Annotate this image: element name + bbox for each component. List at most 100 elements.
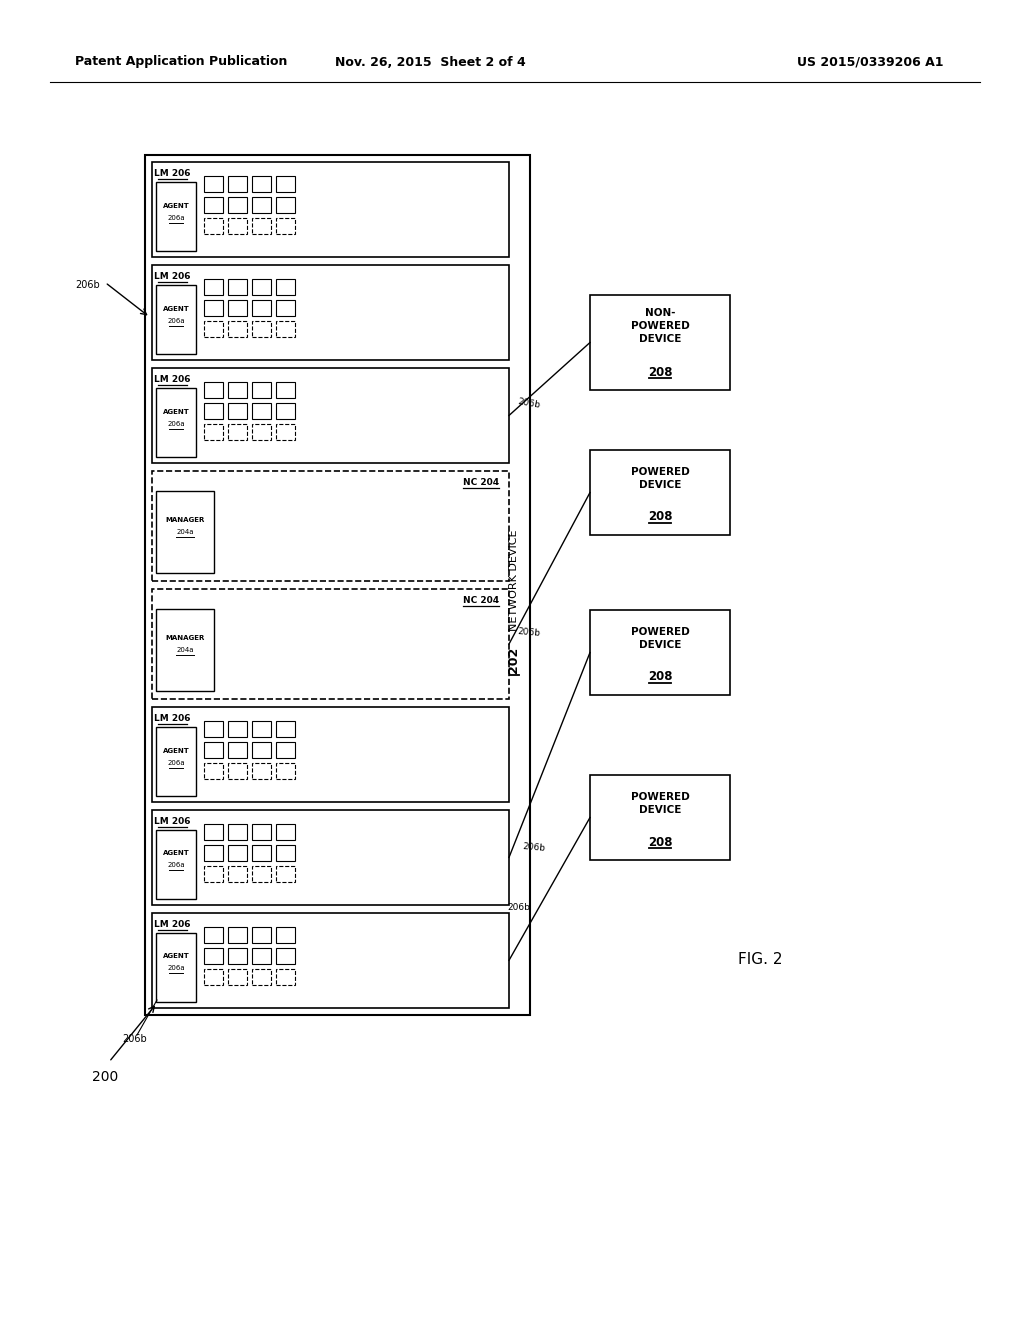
Bar — [252, 721, 271, 737]
Bar — [204, 721, 223, 737]
Bar — [156, 830, 196, 899]
Text: MANAGER: MANAGER — [165, 516, 205, 523]
Bar — [228, 927, 247, 942]
Text: 206b: 206b — [522, 842, 546, 853]
Bar — [228, 824, 247, 840]
Bar — [228, 969, 247, 985]
Bar — [252, 381, 271, 397]
Text: 206b: 206b — [75, 280, 100, 290]
Bar — [145, 154, 530, 1015]
Bar — [156, 285, 196, 354]
Text: AGENT: AGENT — [163, 953, 189, 960]
Bar — [252, 845, 271, 861]
Text: 206a: 206a — [167, 215, 184, 220]
Bar — [276, 424, 295, 440]
Text: NC 204: NC 204 — [463, 597, 499, 606]
Text: AGENT: AGENT — [163, 203, 189, 209]
Text: 206b: 206b — [517, 627, 541, 638]
Bar — [252, 742, 271, 758]
Bar — [252, 279, 271, 294]
Bar — [252, 218, 271, 234]
Text: MANAGER: MANAGER — [165, 635, 205, 640]
Bar — [228, 321, 247, 337]
Bar — [204, 927, 223, 942]
Bar — [204, 218, 223, 234]
Text: POWERED: POWERED — [631, 792, 689, 803]
Bar — [590, 610, 730, 696]
Text: AGENT: AGENT — [163, 850, 189, 857]
Bar — [276, 300, 295, 315]
Bar — [228, 721, 247, 737]
Bar — [156, 727, 196, 796]
Text: Patent Application Publication: Patent Application Publication — [75, 55, 288, 69]
Bar — [252, 176, 271, 191]
Bar — [228, 176, 247, 191]
Bar — [276, 218, 295, 234]
Text: 206a: 206a — [167, 862, 184, 869]
Bar — [204, 176, 223, 191]
Bar — [152, 809, 509, 906]
Bar — [276, 845, 295, 861]
Bar — [204, 969, 223, 985]
Bar — [156, 609, 214, 692]
Text: LM 206: LM 206 — [154, 169, 190, 178]
Bar — [252, 824, 271, 840]
Bar — [204, 424, 223, 440]
Bar — [156, 933, 196, 1002]
Bar — [590, 775, 730, 861]
Text: 206a: 206a — [167, 965, 184, 972]
Text: 208: 208 — [648, 671, 672, 684]
Bar — [276, 197, 295, 213]
Bar — [152, 708, 509, 803]
Text: AGENT: AGENT — [163, 747, 189, 754]
Bar — [276, 866, 295, 882]
Bar — [204, 321, 223, 337]
Bar — [228, 763, 247, 779]
Bar — [276, 721, 295, 737]
Bar — [276, 763, 295, 779]
Bar — [204, 403, 223, 418]
Bar — [228, 381, 247, 397]
Bar — [228, 279, 247, 294]
Text: LM 206: LM 206 — [154, 375, 190, 384]
Bar — [204, 866, 223, 882]
Bar — [252, 300, 271, 315]
Bar — [252, 927, 271, 942]
Bar — [204, 948, 223, 964]
Text: US 2015/0339206 A1: US 2015/0339206 A1 — [797, 55, 943, 69]
Bar — [228, 845, 247, 861]
Bar — [252, 403, 271, 418]
Bar — [228, 948, 247, 964]
Bar — [252, 969, 271, 985]
Text: 202: 202 — [508, 647, 520, 673]
Bar — [152, 589, 509, 700]
Text: FIG. 2: FIG. 2 — [737, 953, 782, 968]
Bar — [156, 182, 196, 251]
Bar — [276, 403, 295, 418]
Bar — [276, 279, 295, 294]
Text: DEVICE: DEVICE — [639, 480, 681, 490]
Bar — [204, 197, 223, 213]
Bar — [276, 742, 295, 758]
Bar — [204, 824, 223, 840]
Text: LM 206: LM 206 — [154, 920, 190, 929]
Bar — [152, 162, 509, 257]
Text: NON-: NON- — [645, 308, 675, 318]
Bar — [152, 912, 509, 1008]
Bar — [252, 763, 271, 779]
Text: 208: 208 — [648, 836, 672, 849]
Text: POWERED: POWERED — [631, 321, 689, 331]
Text: LM 206: LM 206 — [154, 272, 190, 281]
Bar — [228, 197, 247, 213]
Text: POWERED: POWERED — [631, 627, 689, 638]
Text: 204a: 204a — [176, 647, 194, 653]
Text: POWERED: POWERED — [631, 467, 689, 477]
Bar — [276, 381, 295, 397]
Bar — [276, 824, 295, 840]
Bar — [204, 763, 223, 779]
Text: DEVICE: DEVICE — [639, 640, 681, 649]
Bar — [152, 368, 509, 463]
Bar — [276, 176, 295, 191]
Bar — [252, 321, 271, 337]
Text: AGENT: AGENT — [163, 409, 189, 414]
